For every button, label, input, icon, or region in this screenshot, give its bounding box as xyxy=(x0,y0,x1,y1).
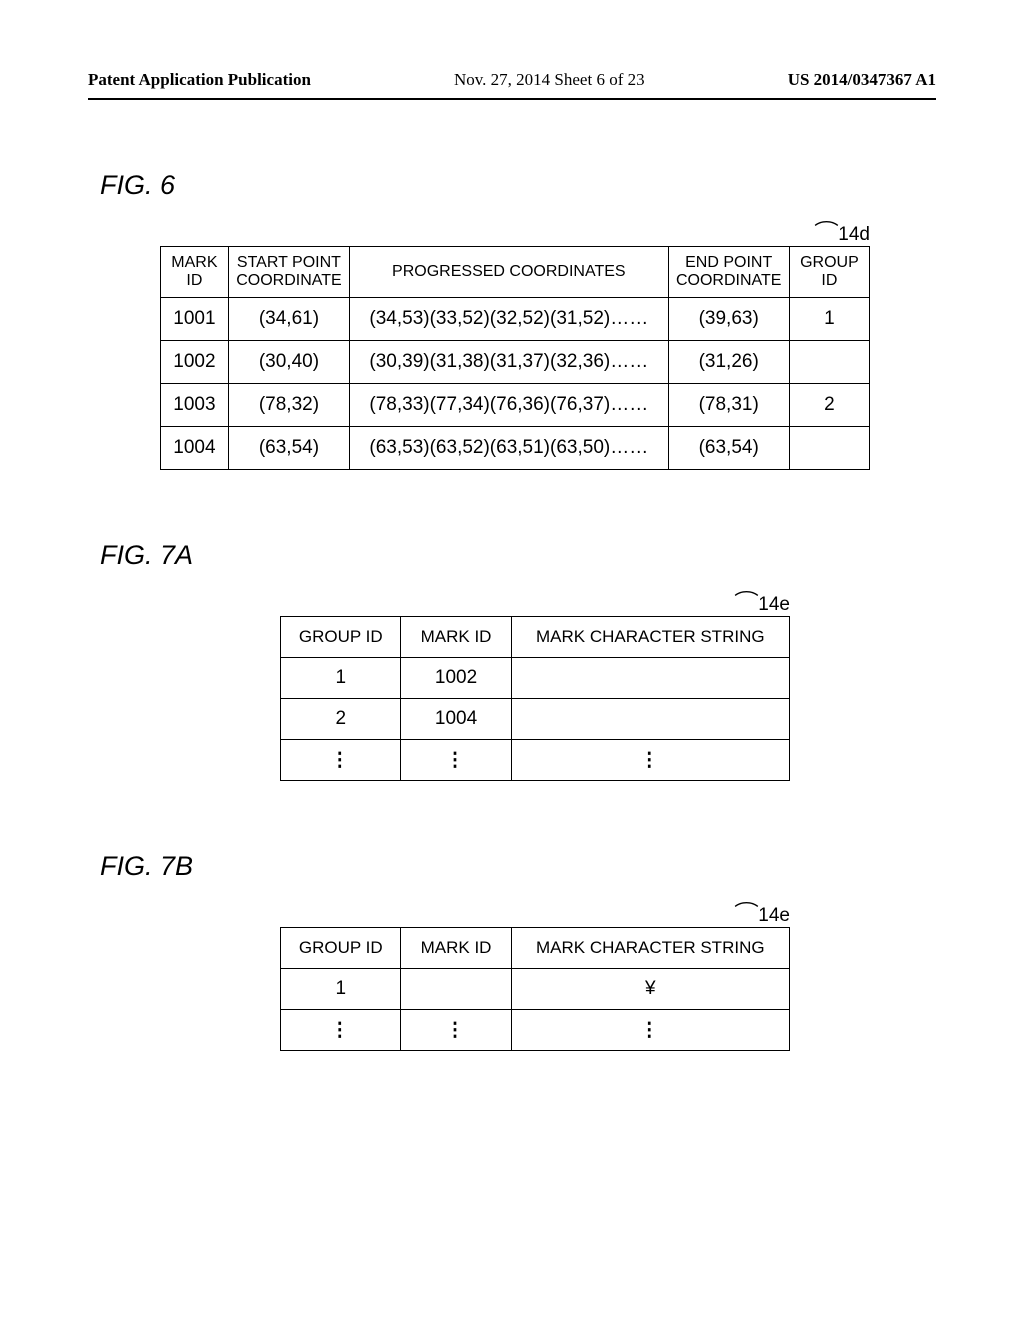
col-mark-id: MARK ID xyxy=(161,247,229,298)
cell-mark_id: 1004 xyxy=(401,699,511,740)
fig6-label: FIG. 6 xyxy=(100,170,924,201)
fig7a-label: FIG. 7A xyxy=(100,540,924,571)
cell-end_point: (39,63) xyxy=(668,298,789,341)
col-group-id: GROUP ID xyxy=(281,617,401,658)
cell-mark_id: ⋮ xyxy=(401,1010,511,1051)
cell-group_id: 1 xyxy=(789,298,869,341)
fig6-table: MARK ID START POINT COORDINATE PROGRESSE… xyxy=(160,246,870,470)
fig7b-ref: 14e xyxy=(758,905,790,926)
cell-mark_str xyxy=(511,658,789,699)
page-header: Patent Application Publication Nov. 27, … xyxy=(88,0,936,100)
col-progressed: PROGRESSED COORDINATES xyxy=(350,247,669,298)
fig6-ref: 14d xyxy=(838,224,870,245)
cell-group_id: ⋮ xyxy=(281,1010,401,1051)
ref-hook-icon: ⌒ xyxy=(734,586,759,613)
cell-start_point: (78,32) xyxy=(228,384,349,427)
cell-mark_id: 1002 xyxy=(161,341,229,384)
table-header-row: GROUP ID MARK ID MARK CHARACTER STRING xyxy=(281,617,790,658)
cell-mark_id: 1001 xyxy=(161,298,229,341)
table-header-row: GROUP ID MARK ID MARK CHARACTER STRING xyxy=(281,928,790,969)
fig7a-table: GROUP ID MARK ID MARK CHARACTER STRING 1… xyxy=(280,616,790,781)
cell-mark_id: 1004 xyxy=(161,427,229,470)
fig7a-ref: 14e xyxy=(758,594,790,615)
cell-mark_str: ⋮ xyxy=(511,740,789,781)
table-row: 1002(30,40)(30,39)(31,38)(31,37)(32,36)…… xyxy=(161,341,870,384)
ref-hook-icon: ⌒ xyxy=(734,897,759,924)
cell-group_id xyxy=(789,427,869,470)
cell-mark_id xyxy=(401,969,511,1010)
cell-group_id: 2 xyxy=(789,384,869,427)
fig7b-ref-wrap: ⌒14e xyxy=(280,900,790,927)
cell-end_point: (78,31) xyxy=(668,384,789,427)
cell-mark_id: 1002 xyxy=(401,658,511,699)
header-right: US 2014/0347367 A1 xyxy=(788,70,936,90)
fig7b-label: FIG. 7B xyxy=(100,851,924,882)
fig7a-ref-wrap: ⌒14e xyxy=(280,589,790,616)
table-row: 1003(78,32)(78,33)(77,34)(76,36)(76,37)…… xyxy=(161,384,870,427)
table-header-row: MARK ID START POINT COORDINATE PROGRESSE… xyxy=(161,247,870,298)
cell-group_id: ⋮ xyxy=(281,740,401,781)
fig7b-table: GROUP ID MARK ID MARK CHARACTER STRING 1… xyxy=(280,927,790,1051)
table-row: 11002 xyxy=(281,658,790,699)
col-group-id: GROUP ID xyxy=(789,247,869,298)
cell-mark_str: ¥ xyxy=(511,969,789,1010)
cell-start_point: (30,40) xyxy=(228,341,349,384)
page-container: Patent Application Publication Nov. 27, … xyxy=(0,0,1024,1320)
cell-mark_str xyxy=(511,699,789,740)
ref-hook-icon: ⌒ xyxy=(814,216,839,243)
col-mark-str: MARK CHARACTER STRING xyxy=(511,928,789,969)
col-start-point: START POINT COORDINATE xyxy=(228,247,349,298)
cell-end_point: (31,26) xyxy=(668,341,789,384)
cell-group_id: 1 xyxy=(281,658,401,699)
table-row: 1001(34,61)(34,53)(33,52)(32,52)(31,52)…… xyxy=(161,298,870,341)
table-row: 21004 xyxy=(281,699,790,740)
cell-end_point: (63,54) xyxy=(668,427,789,470)
cell-progressed: (30,39)(31,38)(31,37)(32,36)…… xyxy=(350,341,669,384)
cell-progressed: (78,33)(77,34)(76,36)(76,37)…… xyxy=(350,384,669,427)
cell-progressed: (34,53)(33,52)(32,52)(31,52)…… xyxy=(350,298,669,341)
header-left: Patent Application Publication xyxy=(88,70,311,90)
cell-mark_id: ⋮ xyxy=(401,740,511,781)
fig6-ref-wrap: ⌒14d xyxy=(160,219,870,246)
col-mark-id: MARK ID xyxy=(401,617,511,658)
col-mark-str: MARK CHARACTER STRING xyxy=(511,617,789,658)
col-mark-id: MARK ID xyxy=(401,928,511,969)
table-row: ⋮⋮⋮ xyxy=(281,740,790,781)
cell-mark_str: ⋮ xyxy=(511,1010,789,1051)
cell-group_id xyxy=(789,341,869,384)
cell-group_id: 2 xyxy=(281,699,401,740)
table-row: ⋮⋮⋮ xyxy=(281,1010,790,1051)
cell-start_point: (63,54) xyxy=(228,427,349,470)
cell-start_point: (34,61) xyxy=(228,298,349,341)
col-group-id: GROUP ID xyxy=(281,928,401,969)
cell-mark_id: 1003 xyxy=(161,384,229,427)
header-center: Nov. 27, 2014 Sheet 6 of 23 xyxy=(454,70,645,90)
table-row: 1¥ xyxy=(281,969,790,1010)
cell-progressed: (63,53)(63,52)(63,51)(63,50)…… xyxy=(350,427,669,470)
cell-group_id: 1 xyxy=(281,969,401,1010)
table-row: 1004(63,54)(63,53)(63,52)(63,51)(63,50)…… xyxy=(161,427,870,470)
col-end-point: END POINT COORDINATE xyxy=(668,247,789,298)
